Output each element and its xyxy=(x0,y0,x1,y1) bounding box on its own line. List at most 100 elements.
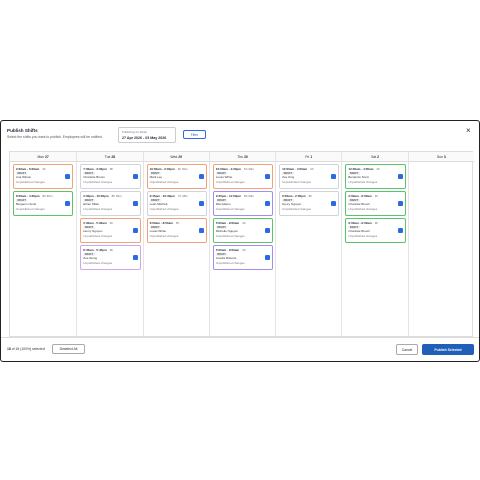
shift-time: 8:45am - 5:45pm xyxy=(83,247,107,252)
day-name: Sat xyxy=(371,154,377,159)
shift-row: 2:00am - 6:00am 4h xyxy=(16,167,70,171)
shift-employee: Ana Wilson xyxy=(16,175,32,180)
shift-checkbox[interactable] xyxy=(265,227,271,233)
footer-divider xyxy=(1,337,479,338)
shift-note: Unpublished changes xyxy=(282,179,311,184)
shift-card[interactable]: 5:00am - 9:00am 4h DRAFT Amelia Roberts Unpu… xyxy=(212,245,274,270)
shift-status: DRAFT xyxy=(16,171,28,176)
shift-row: DRAFT xyxy=(215,225,270,230)
shift-duration: 8h xyxy=(109,166,114,171)
shift-duration: 4h xyxy=(242,220,246,225)
shift-row: DRAFT xyxy=(83,225,137,230)
day-name: Sun xyxy=(436,154,443,159)
shift-card[interactable]: 2:30am - 5:30am 3h DRAFT Henry Nguyen Unpubl… xyxy=(80,218,141,243)
shift-duration: 9h xyxy=(109,247,114,252)
publish-button[interactable]: Publish Selected xyxy=(422,344,474,355)
modal-subtitle: Select the shifts you want to publish. E… xyxy=(7,135,103,139)
shift-checkbox[interactable] xyxy=(331,173,337,179)
shift-note: Unpublished changes xyxy=(83,233,113,238)
shift-checkbox[interactable] xyxy=(198,173,204,179)
day-name: Tue xyxy=(104,154,111,159)
shift-card[interactable]: 2:00am - 6:00am 4h DRAFT Ana Wilson Unpublis… xyxy=(13,164,74,189)
shift-note: Unpublished changes xyxy=(83,260,113,265)
shift-row: 2:45pm - 10:30pm 7h 45m xyxy=(150,194,204,198)
day-header: Thu 30 xyxy=(209,152,276,162)
shift-card[interactable]: 3:00am - 8:00am 5h DRAFT Lucas White Unpubli… xyxy=(146,218,207,243)
shift-row: DRAFT xyxy=(282,198,336,203)
shift-row: 5:00am - 9:00am 4h xyxy=(216,248,270,252)
shift-employee: Amelia Roberts xyxy=(215,256,237,261)
shift-row: DRAFT xyxy=(149,198,204,203)
shift-checkbox[interactable] xyxy=(198,227,204,233)
shift-row: 2:00pm - 10:30pm 8h 30m xyxy=(83,194,137,198)
shift-card[interactable]: 2:45pm - 10:30pm 7h 45m DRAFT Leah Mitchell… xyxy=(146,191,207,216)
day-date: 1 xyxy=(310,154,313,159)
shift-checkbox[interactable] xyxy=(397,173,403,179)
shift-card[interactable]: 2:00pm - 10:30pm 8h 30m DRAFT Ethan Miller U… xyxy=(80,191,141,216)
shift-duration: 4h xyxy=(310,166,314,171)
shift-card[interactable]: 6:00am - 2:00pm 8h DRAFT Henry Nguyen Unpubl… xyxy=(279,191,340,216)
shift-status: DRAFT xyxy=(215,198,228,203)
day-date: 2 xyxy=(377,154,380,159)
shift-employee: Lucas White xyxy=(149,229,167,234)
shift-status: DRAFT xyxy=(149,171,162,176)
deselect-button[interactable]: Deselect All xyxy=(52,344,85,354)
shift-checkbox[interactable] xyxy=(397,200,403,206)
shift-checkbox[interactable] xyxy=(65,200,71,206)
shift-card[interactable]: 8:45am - 5:45pm 9h DRAFT Zoe Wong Unpublishe… xyxy=(80,245,141,270)
close-button[interactable]: × xyxy=(466,126,471,135)
shift-row: DRAFT xyxy=(215,252,270,257)
shift-checkbox[interactable] xyxy=(65,173,71,179)
shift-card[interactable]: 8:00am - 4:30pm 8h 30m DRAFT Benjamin Scott… xyxy=(13,191,74,216)
shift-card[interactable]: 6:00am - 9:00am 3h DRAFT Charlotte Brown Unp… xyxy=(345,218,406,243)
shift-time: 5:00am - 9:00am xyxy=(215,247,240,252)
shift-duration: 8h 30m xyxy=(42,193,53,198)
week-box: Publishing for Week 27 Apr 2026 - 03 May… xyxy=(118,127,176,143)
shift-note: Unpublished changes xyxy=(149,179,179,184)
shift-card[interactable]: 7:30am - 3:30pm 8h DRAFT Charlotte Brown Unp… xyxy=(80,164,141,189)
day-date: 28 xyxy=(111,154,116,159)
shift-card[interactable]: 12:00am - 4:00am 4h DRAFT Benjamin Scott Unp… xyxy=(345,164,406,189)
shift-row: DRAFT xyxy=(282,171,336,176)
selected-count: 18 xyxy=(7,347,11,351)
shift-checkbox[interactable] xyxy=(132,200,138,206)
filter-button[interactable]: Filter xyxy=(183,130,206,139)
shift-checkbox[interactable] xyxy=(132,254,138,260)
shift-row: 2:30am - 5:30am 3h xyxy=(83,221,137,225)
shift-row: DRAFT xyxy=(348,225,402,230)
shift-employee: Charlotte Brown xyxy=(348,229,370,234)
shift-card[interactable]: 2:30pm - 11:00pm 8h 30m DRAFT Mia Adams Unpu… xyxy=(212,191,274,216)
day-column: Sun 3 xyxy=(407,152,474,336)
cancel-button[interactable]: Cancel xyxy=(396,344,418,355)
shift-card[interactable]: 10:00am - 4:30pm 6h 30m DRAFT Lucas White Un… xyxy=(212,164,274,189)
shift-card[interactable]: 5:00am - 9:00am 4h DRAFT Michelle Nguyen Unp… xyxy=(212,218,274,243)
day-name: Fri xyxy=(305,154,310,159)
shift-checkbox[interactable] xyxy=(132,173,138,179)
shift-card[interactable]: 10:00am - 2:30pm 4h 30m DRAFT Mark Lee Unpub… xyxy=(146,164,207,189)
shift-checkbox[interactable] xyxy=(265,254,271,260)
shift-checkbox[interactable] xyxy=(198,200,204,206)
day-column: Wed 29 10:00am - 2:30pm 4h 30m DRAFT Mark Lee… xyxy=(142,152,209,336)
day-column: Thu 30 10:00am - 4:30pm 6h 30m DRAFT Lucas Wh… xyxy=(208,152,276,336)
shift-checkbox[interactable] xyxy=(265,200,271,206)
shift-status: DRAFT xyxy=(83,252,95,257)
shift-row: 6:00am - 9:00am 3h xyxy=(348,221,402,225)
shift-checkbox[interactable] xyxy=(397,227,403,233)
shift-employee: Henry Nguyen xyxy=(282,202,302,207)
shift-note: Unpublished changes xyxy=(348,179,378,184)
shift-checkbox[interactable] xyxy=(132,227,138,233)
shift-employee: Ethan Miller xyxy=(83,202,100,207)
shift-time: 2:00pm - 10:30pm xyxy=(83,193,109,198)
shift-employee: Lucas White xyxy=(215,175,233,180)
day-column: Sat 2 12:00am - 4:00am 4h DRAFT Benjamin Scot… xyxy=(341,152,408,336)
shift-card[interactable]: 2:00am - 6:00am 4h DRAFT Charlotte Brown Unp… xyxy=(345,191,406,216)
shift-checkbox[interactable] xyxy=(265,173,271,179)
shift-card[interactable]: 12:00am - 4:00am 4h DRAFT Zoe King Unpublish… xyxy=(279,164,340,189)
shift-row: DRAFT xyxy=(215,171,270,176)
shift-checkbox[interactable] xyxy=(331,200,337,206)
shift-row: DRAFT xyxy=(83,171,137,176)
day-date: 27 xyxy=(45,154,49,159)
shift-duration: 8h 30m xyxy=(244,193,255,198)
shift-note: Unpublished changes xyxy=(215,233,245,238)
